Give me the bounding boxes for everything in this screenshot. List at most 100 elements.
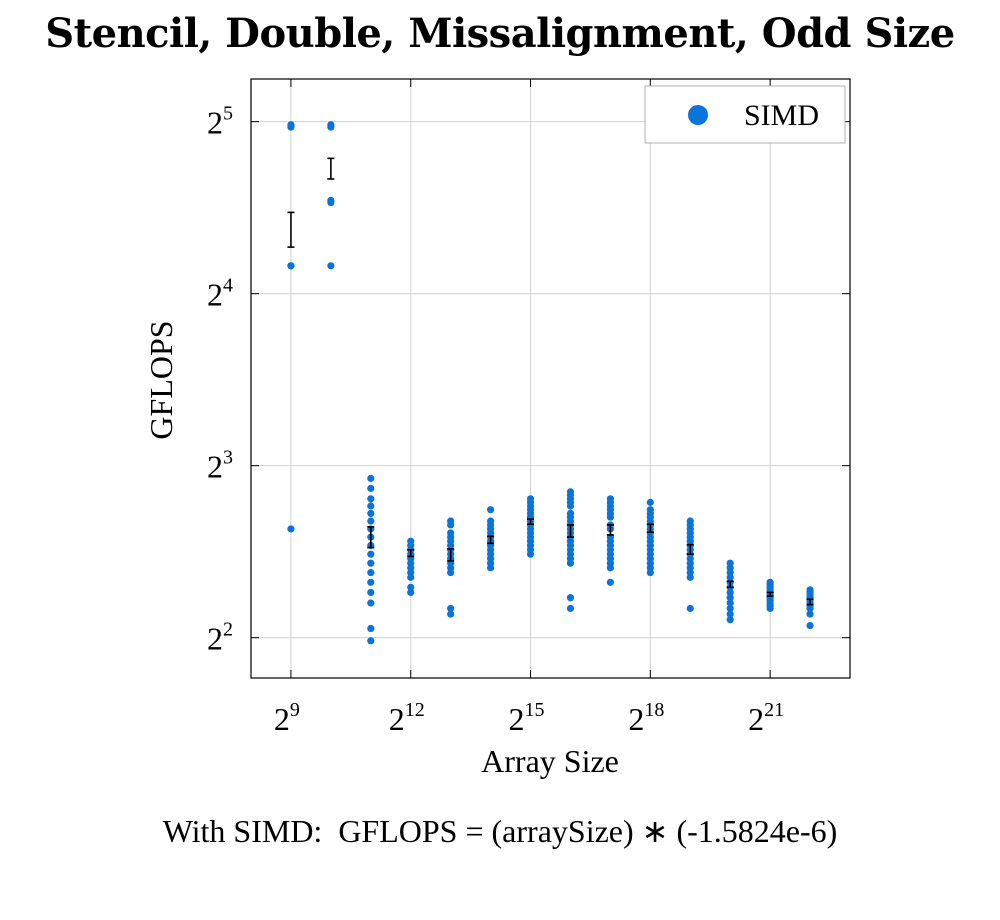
x-tick-label-2-exponent: 15 — [525, 699, 545, 721]
data-point-0-4-1 — [447, 521, 455, 529]
data-point-0-2-1 — [367, 484, 375, 492]
x-tick-label-2: 215 — [509, 699, 545, 737]
plot-frame — [250, 78, 851, 679]
data-point-0-0-3 — [287, 262, 295, 270]
legend-marker-icon — [688, 105, 708, 125]
x-tick-label-3-exponent: 18 — [644, 699, 664, 721]
data-point-0-4-12 — [447, 604, 455, 613]
data-point-0-13-8 — [806, 610, 814, 618]
data-point-0-11-6 — [726, 588, 734, 597]
data-point-0-2-12 — [367, 578, 375, 586]
data-point-0-2-10 — [367, 559, 375, 567]
y-tick-label-3-base: 2 — [207, 105, 223, 141]
y-tick-label-1-exponent: 3 — [223, 447, 233, 469]
data-point-0-10-13 — [686, 573, 694, 581]
y-tick-label-3-exponent: 5 — [223, 103, 233, 125]
x-axis-label: Array Size — [481, 743, 619, 779]
data-point-0-2-9 — [367, 550, 375, 558]
x-tick-label-1-base: 2 — [389, 701, 405, 737]
data-point-0-13-9 — [806, 621, 814, 630]
data-point-0-1-1 — [327, 123, 335, 131]
x-tick-label-3: 218 — [628, 699, 664, 737]
x-tick-label-3-base: 2 — [628, 701, 644, 737]
grid-lines — [251, 79, 850, 678]
y-tick-label-3: 25 — [207, 103, 233, 141]
data-point-0-9-16 — [646, 568, 654, 577]
data-point-0-9-0 — [646, 498, 654, 506]
data-point-0-2-14 — [367, 599, 375, 607]
y-tick-label-0: 22 — [207, 619, 233, 657]
regression-footnote: With SIMD: GFLOPS = (arraySize) ∗ (-1.58… — [162, 813, 838, 849]
data-point-0-2-13 — [367, 588, 375, 597]
legend-box — [644, 85, 846, 144]
y-axis-label: GFLOPS — [143, 320, 179, 439]
data-point-0-2-11 — [367, 568, 375, 577]
data-point-0-11-9 — [726, 604, 734, 613]
y-tick-label-1-base: 2 — [207, 449, 223, 485]
error-bar-9 — [646, 523, 654, 533]
y-tick-label-1: 23 — [207, 447, 233, 485]
data-point-0-2-4 — [367, 509, 375, 517]
x-tick-label-0: 29 — [274, 699, 300, 737]
error-bars — [287, 157, 814, 606]
error-bar-10 — [686, 543, 694, 555]
data-point-0-3-10 — [407, 588, 415, 597]
data-point-0-11-11 — [726, 616, 734, 624]
y-tick-label-2: 24 — [207, 275, 233, 313]
data-point-0-5-0 — [487, 506, 495, 514]
error-bar-1 — [327, 157, 335, 180]
x-tick-label-4-exponent: 21 — [764, 699, 784, 721]
scatter-points — [287, 121, 814, 645]
error-bar-0 — [287, 211, 295, 248]
data-point-0-8-16 — [606, 578, 615, 586]
data-point-0-4-11 — [447, 568, 455, 577]
data-point-0-8-15 — [606, 564, 615, 572]
data-point-0-7-19 — [566, 604, 575, 613]
x-tick-label-4-base: 2 — [748, 701, 764, 737]
data-point-0-6-14 — [526, 550, 535, 558]
data-point-0-2-5 — [367, 517, 375, 525]
error-bar-12 — [766, 591, 774, 597]
data-point-0-13-7 — [806, 604, 814, 613]
x-tick-label-0-base: 2 — [274, 701, 290, 737]
data-point-0-1-3 — [327, 198, 335, 207]
data-point-0-2-15 — [367, 624, 375, 633]
x-tick-label-1-exponent: 12 — [405, 699, 425, 721]
data-point-0-7-4 — [566, 502, 575, 510]
chart-title: Stencil, Double, Missalignment, Odd Size — [45, 10, 955, 57]
x-tick-label-4: 221 — [748, 699, 784, 737]
data-point-0-2-0 — [367, 474, 375, 482]
data-point-0-3-8 — [407, 573, 415, 581]
error-bar-4 — [447, 548, 455, 562]
data-point-0-4-13 — [447, 610, 455, 618]
data-point-0-7-18 — [566, 594, 575, 602]
error-bar-2 — [367, 526, 375, 549]
data-point-0-3-9 — [407, 583, 415, 591]
error-bar-3 — [407, 548, 415, 558]
data-point-0-2-16 — [367, 637, 375, 645]
data-point-0-7-17 — [566, 559, 575, 567]
axis-frame — [250, 78, 851, 679]
data-point-0-11-8 — [726, 599, 734, 607]
data-point-0-5-12 — [487, 564, 495, 572]
error-bar-5 — [487, 535, 495, 545]
error-bar-6 — [527, 518, 535, 525]
legend: SIMD — [644, 85, 846, 144]
error-bar-11 — [726, 580, 734, 589]
data-point-0-8-5 — [606, 513, 615, 521]
data-point-0-12-10 — [766, 604, 774, 613]
legend-entry-simd: SIMD — [744, 99, 819, 132]
y-tick-label-0-base: 2 — [207, 621, 223, 657]
y-tick-label-2-base: 2 — [207, 277, 223, 313]
error-bar-8 — [606, 524, 614, 536]
error-bar-13 — [806, 598, 814, 606]
data-point-0-0-4 — [287, 525, 295, 533]
tick-marks — [251, 79, 850, 678]
x-tick-label-2-base: 2 — [509, 701, 525, 737]
data-point-0-11-10 — [726, 610, 734, 618]
data-point-0-11-7 — [726, 594, 734, 602]
data-point-0-1-4 — [327, 262, 335, 270]
data-point-0-0-1 — [287, 123, 295, 131]
